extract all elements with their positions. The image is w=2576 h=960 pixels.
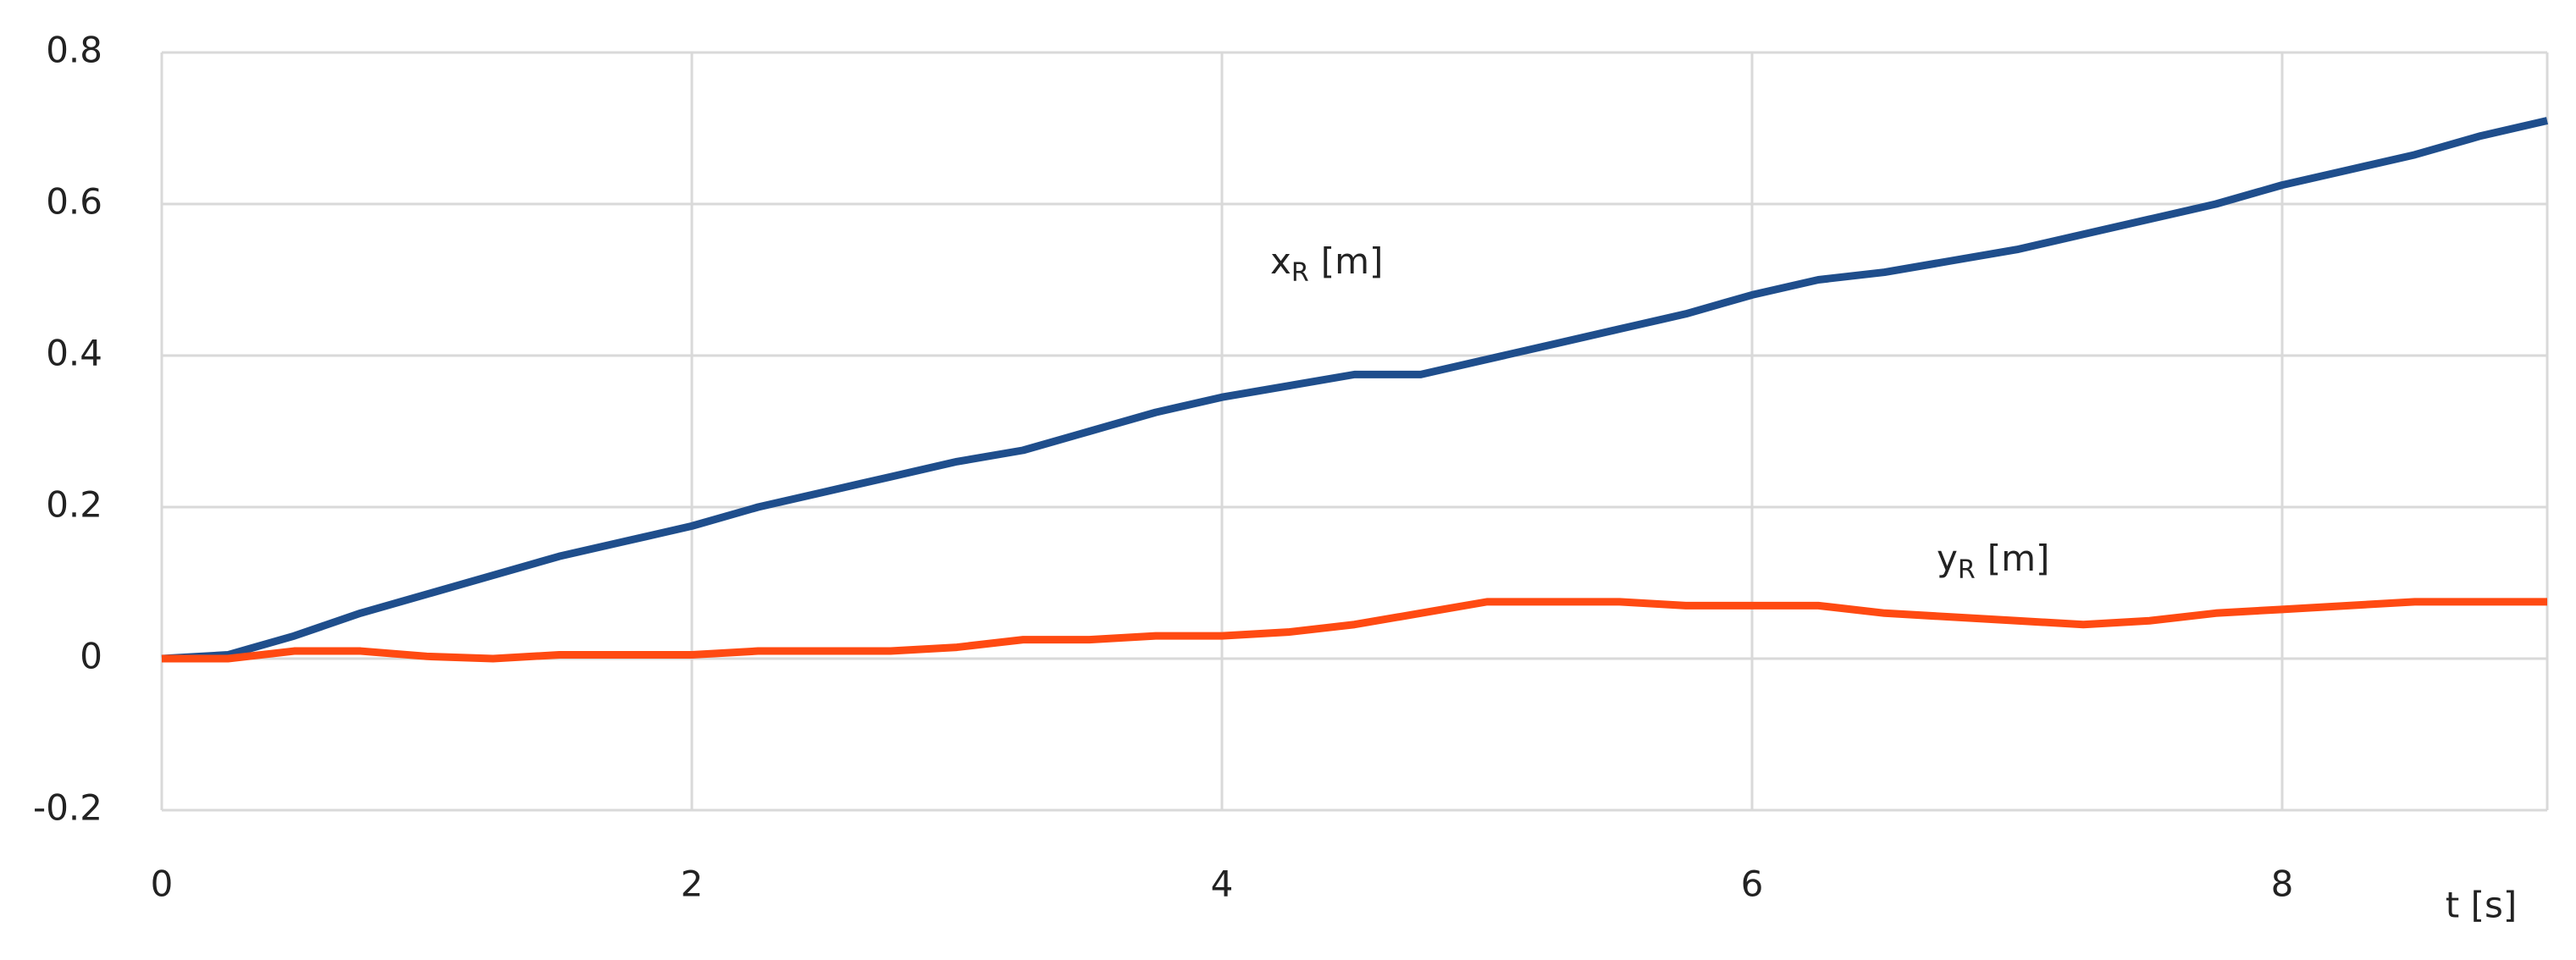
x-tick-label: 6 — [1741, 863, 1764, 905]
series-label-name: y — [1937, 538, 1958, 579]
x-axis-label: t [s] — [2446, 885, 2517, 926]
series-label: yR [m] — [1937, 538, 2049, 585]
x-tick-label: 4 — [1211, 863, 1234, 905]
y-tick-label: -0.2 — [33, 787, 102, 829]
series-label-subscript: R — [1291, 258, 1309, 288]
series-label-unit: [m] — [1321, 240, 1384, 282]
x-tick-label: 8 — [2271, 863, 2294, 905]
y-tick-label: 0.6 — [46, 181, 102, 223]
y-tick-label: 0.2 — [46, 484, 102, 526]
series-label-name: x — [1270, 240, 1291, 282]
y-tick-label: 0.8 — [46, 30, 102, 71]
x-tick-label: 0 — [151, 863, 174, 905]
series-label-subscript: R — [1958, 555, 1976, 585]
series-line — [161, 117, 2549, 663]
x-tick-label: 2 — [681, 863, 704, 905]
series-label-unit: [m] — [1987, 538, 2050, 579]
y-tick-label: 0 — [80, 636, 102, 677]
series-line — [162, 598, 2547, 663]
y-tick-label: 0.4 — [46, 333, 102, 374]
series-label: xR [m] — [1270, 240, 1383, 288]
